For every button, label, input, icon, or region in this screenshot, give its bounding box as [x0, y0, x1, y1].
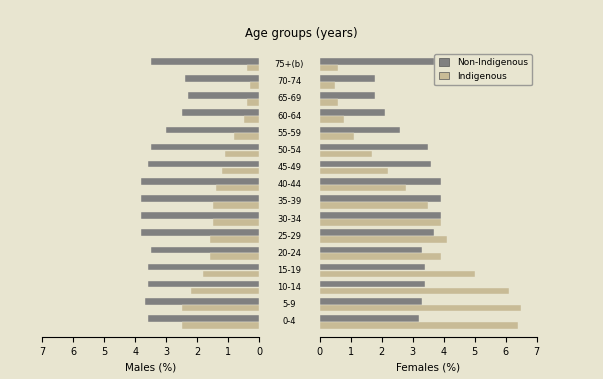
Bar [320, 247, 422, 253]
Bar [247, 99, 259, 106]
Bar [247, 65, 259, 71]
Bar [213, 219, 259, 226]
Bar [320, 254, 441, 260]
Bar [222, 168, 259, 174]
Bar [320, 264, 425, 270]
Bar [244, 116, 259, 123]
Bar [320, 195, 441, 202]
Text: 45-49: 45-49 [277, 163, 302, 172]
Bar [320, 82, 335, 89]
Legend: Non-Indigenous, Indigenous: Non-Indigenous, Indigenous [434, 54, 532, 85]
Text: 40-44: 40-44 [277, 180, 302, 189]
Bar [320, 315, 419, 322]
Bar [151, 58, 259, 64]
Text: 30-34: 30-34 [277, 215, 302, 224]
Bar [320, 150, 372, 157]
Bar [320, 271, 475, 277]
Text: Age groups (years): Age groups (years) [245, 27, 358, 39]
Bar [320, 305, 521, 312]
Bar [182, 322, 259, 329]
Bar [203, 271, 259, 277]
Bar [320, 75, 376, 81]
Bar [148, 161, 259, 168]
Bar [142, 178, 259, 185]
Text: 5-9: 5-9 [283, 300, 296, 309]
Text: 0-4: 0-4 [283, 317, 296, 326]
Bar [320, 185, 406, 191]
Bar [145, 298, 259, 305]
Bar [210, 254, 259, 260]
Bar [320, 281, 425, 287]
Bar [320, 212, 441, 219]
Bar [320, 219, 441, 226]
Bar [320, 58, 434, 64]
Text: 35-39: 35-39 [277, 197, 302, 206]
Bar [320, 236, 447, 243]
Bar [216, 185, 259, 191]
Bar [320, 65, 338, 71]
Bar [213, 202, 259, 208]
Bar [225, 150, 259, 157]
Bar [320, 298, 422, 305]
Text: 10-14: 10-14 [277, 283, 302, 292]
Bar [320, 144, 428, 150]
Bar [320, 168, 388, 174]
Bar [142, 229, 259, 236]
Bar [182, 110, 259, 116]
Bar [185, 75, 259, 81]
Bar [148, 315, 259, 322]
Text: 70-74: 70-74 [277, 77, 302, 86]
Bar [320, 92, 376, 99]
Text: 75+(b): 75+(b) [275, 60, 304, 69]
Bar [151, 144, 259, 150]
Bar [320, 229, 434, 236]
Bar [182, 305, 259, 312]
Bar [142, 212, 259, 219]
Bar [320, 288, 509, 294]
Text: 65-69: 65-69 [277, 94, 302, 103]
Bar [250, 82, 259, 89]
Bar [151, 247, 259, 253]
Bar [320, 178, 441, 185]
Bar [148, 281, 259, 287]
Bar [320, 127, 400, 133]
Bar [210, 236, 259, 243]
Bar [320, 202, 428, 208]
Bar [320, 116, 344, 123]
Text: 55-59: 55-59 [277, 129, 302, 138]
X-axis label: Females (%): Females (%) [396, 363, 460, 373]
Bar [320, 99, 338, 106]
Bar [191, 288, 259, 294]
Bar [148, 264, 259, 270]
Text: 60-64: 60-64 [277, 112, 302, 121]
Bar [320, 133, 354, 140]
Bar [188, 92, 259, 99]
Text: 15-19: 15-19 [277, 266, 302, 275]
X-axis label: Males (%): Males (%) [125, 363, 176, 373]
Bar [320, 161, 431, 168]
Bar [166, 127, 259, 133]
Text: 20-24: 20-24 [277, 249, 302, 258]
Text: 50-54: 50-54 [277, 146, 302, 155]
Bar [142, 195, 259, 202]
Bar [320, 322, 518, 329]
Bar [235, 133, 259, 140]
Bar [320, 110, 385, 116]
Text: 25-29: 25-29 [277, 232, 302, 241]
